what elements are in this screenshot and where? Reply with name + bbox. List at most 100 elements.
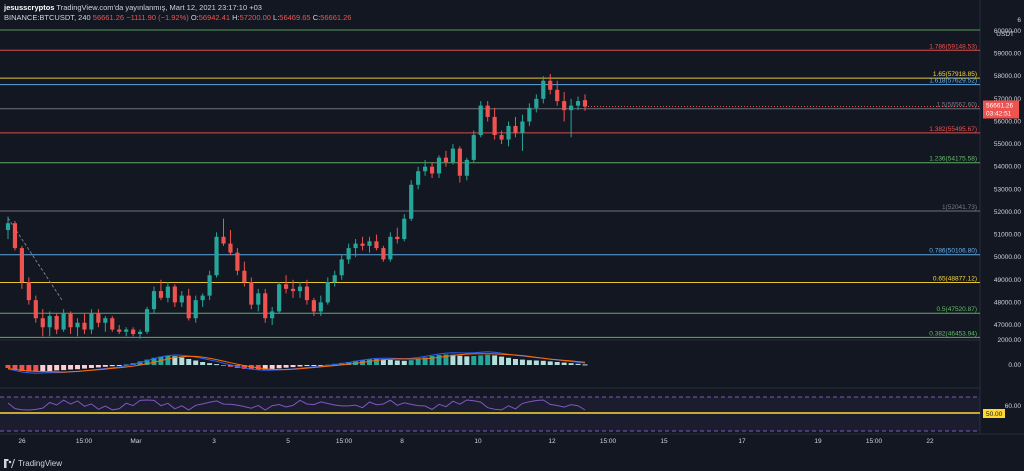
candle-body bbox=[89, 313, 94, 330]
macd-histogram-bar bbox=[165, 356, 171, 365]
candle-body bbox=[117, 329, 122, 332]
symbol-legend: BINANCE:BTCUSDT, 240 56661.26 −1111.90 (… bbox=[4, 13, 351, 22]
time-axis-label: 8 bbox=[400, 438, 404, 445]
macd-histogram-bar bbox=[47, 365, 53, 371]
time-axis-label: 10 bbox=[474, 438, 482, 445]
candle-body bbox=[270, 311, 275, 319]
macd-histogram-bar bbox=[123, 364, 129, 366]
macd-histogram-bar bbox=[429, 356, 435, 365]
macd-histogram-bar bbox=[221, 365, 227, 366]
close-value: 56661.26 bbox=[320, 13, 352, 22]
macd-histogram-bar bbox=[547, 361, 553, 365]
macd-histogram-bar bbox=[33, 365, 39, 372]
fib-level-label: 1.618(57629.52) bbox=[929, 78, 977, 85]
candle-body bbox=[374, 241, 379, 249]
time-axis-label: 19 bbox=[814, 438, 822, 445]
macd-histogram-bar bbox=[109, 365, 115, 367]
tradingview-logo-icon bbox=[4, 459, 15, 468]
open-label: O: bbox=[190, 13, 199, 22]
rsi-axis-tick: 60.00 bbox=[1005, 403, 1022, 410]
time-axis-label: 15 bbox=[660, 438, 668, 445]
candle-body bbox=[457, 148, 462, 176]
candle-body bbox=[402, 218, 407, 240]
high-value: 57200.00 bbox=[239, 13, 271, 22]
candle-body bbox=[520, 121, 525, 133]
macd-histogram-bar bbox=[40, 365, 46, 372]
candle-body bbox=[26, 282, 31, 301]
macd-histogram-bar bbox=[478, 355, 484, 365]
time-axis-label: Mar bbox=[130, 438, 142, 445]
low-label: L: bbox=[273, 13, 280, 22]
candle-body bbox=[12, 223, 18, 249]
price-axis-tick: 49000.00 bbox=[994, 277, 1021, 284]
candle-body bbox=[548, 80, 553, 90]
candle-body bbox=[575, 101, 581, 106]
candle-body bbox=[582, 100, 588, 107]
macd-histogram-bar bbox=[415, 359, 421, 365]
symbol-name[interactable]: BINANCE:BTCUSDT, 240 bbox=[4, 13, 91, 22]
macd-histogram-bar bbox=[95, 365, 101, 368]
macd-histogram-bar bbox=[68, 365, 74, 370]
candle-body bbox=[478, 105, 483, 136]
time-axis-label: 5 bbox=[286, 438, 290, 445]
macd-histogram-bar bbox=[387, 359, 393, 365]
author-name[interactable]: jesusscryptos bbox=[4, 3, 55, 12]
candle-body bbox=[381, 248, 386, 260]
candle-body bbox=[137, 331, 143, 335]
candle-body bbox=[471, 135, 476, 160]
candle-body bbox=[249, 282, 254, 305]
macd-histogram-bar bbox=[186, 359, 192, 365]
publish-date: TradingView.com'da yayınlanmış, Mart 12,… bbox=[56, 3, 262, 12]
candle-body bbox=[54, 315, 59, 330]
macd-histogram-bar bbox=[137, 361, 143, 365]
macd-histogram-bar bbox=[457, 355, 463, 365]
candle-body bbox=[179, 295, 184, 303]
candle-body bbox=[207, 275, 212, 296]
macd-histogram-bar bbox=[5, 365, 11, 368]
fib-level-label: 0.65(48877.12) bbox=[933, 276, 977, 283]
macd-signal-line bbox=[7, 353, 586, 373]
macd-histogram-bar bbox=[227, 365, 233, 367]
candle-body bbox=[527, 107, 532, 122]
candle-body bbox=[82, 322, 87, 330]
macd-histogram-bar bbox=[88, 365, 94, 368]
tradingview-branding[interactable]: TradingView bbox=[4, 459, 62, 468]
candle-body bbox=[214, 236, 219, 276]
candle-body bbox=[395, 236, 400, 240]
fib-level-label: 0.786(50106.80) bbox=[929, 248, 977, 255]
candle-body bbox=[75, 322, 80, 328]
macd-histogram-bar bbox=[422, 357, 428, 365]
macd-histogram-bar bbox=[297, 365, 303, 367]
macd-histogram-bar bbox=[318, 365, 324, 366]
candle-body bbox=[290, 288, 296, 292]
candle-body bbox=[513, 125, 518, 133]
candle-body bbox=[499, 135, 504, 140]
macd-histogram-bar bbox=[540, 360, 546, 365]
macd-histogram-bar bbox=[512, 359, 518, 365]
candle-body bbox=[277, 284, 282, 312]
price-axis-tick: 51000.00 bbox=[994, 232, 1021, 239]
candle-body bbox=[429, 166, 435, 174]
open-value: 56942.41 bbox=[198, 13, 231, 22]
macd-histogram-bar bbox=[172, 356, 178, 365]
macd-histogram-bar bbox=[533, 360, 539, 365]
time-axis-label: 22 bbox=[926, 438, 934, 445]
candle-body bbox=[353, 243, 358, 249]
rsi-band bbox=[0, 397, 980, 431]
macd-histogram-bar bbox=[346, 362, 352, 365]
macd-axis-tick: 2000.00 bbox=[998, 337, 1022, 344]
candle-body bbox=[569, 105, 574, 111]
macd-histogram-bar bbox=[290, 365, 296, 368]
last-price-text: 56661.26 bbox=[986, 103, 1013, 110]
price-axis-tick: 48000.00 bbox=[994, 299, 1021, 306]
candle-body bbox=[339, 259, 344, 276]
price-axis-tick: 55000.00 bbox=[994, 141, 1021, 148]
candle-body bbox=[256, 293, 261, 305]
candle-body bbox=[228, 243, 233, 253]
candle-body bbox=[450, 148, 456, 163]
macd-histogram-bar bbox=[283, 365, 289, 368]
macd-histogram-bar bbox=[394, 360, 400, 365]
candle-body bbox=[534, 98, 539, 108]
macd-histogram-bar bbox=[269, 365, 275, 369]
